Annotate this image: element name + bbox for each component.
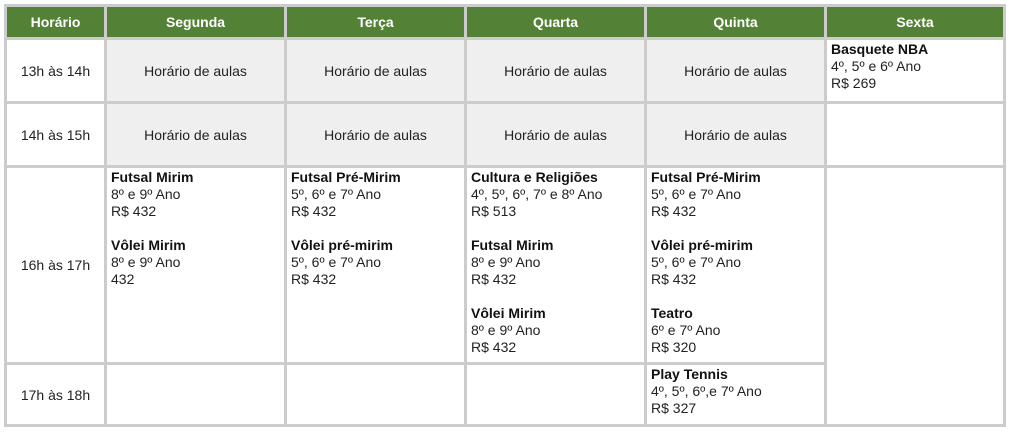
activity-price: R$ 327 [651,400,697,416]
schedule-row: 17h às 18h Play Tennis 4º, 5º, 6º,e 7º Ano… [4,362,1005,427]
activity-item: Basquete NBA 4º, 5º e 6º Ano R$ 269 [831,41,999,92]
activity-grades: 5º, 6º e 7º Ano [651,186,742,202]
activity-grades: 8º e 9º Ano [111,186,181,202]
column-header-quarta: Quarta [464,4,647,40]
class-period-cell: Horário de aulas [104,101,287,168]
activity-price: R$ 432 [651,203,697,219]
activity-price: R$ 269 [831,75,877,91]
activity-price: R$ 432 [111,203,157,219]
activity-item: Futsal Pré-Mirim 5º, 6º e 7º Ano R$ 432 [291,169,460,220]
activities-cell: Futsal Pré-Mirim 5º, 6º e 7º Ano R$ 432 Vôl… [644,165,827,365]
activity-grades: 8º e 9º Ano [471,254,541,270]
activity-price: R$ 432 [291,271,337,287]
activity-price: R$ 320 [651,339,697,355]
activity-price: R$ 513 [471,203,517,219]
activity-name: Vôlei pré-mirim [651,237,753,253]
activity-item: Cultura e Religiões 4º, 5º, 6º, 7º e 8º A… [471,169,640,220]
activities-cell: Futsal Pré-Mirim 5º, 6º e 7º Ano R$ 432 Vôl… [284,165,467,365]
activity-price: R$ 432 [651,271,697,287]
empty-cell [284,362,467,427]
activity-item: Vôlei Mirim 8º e 9º Ano R$ 432 [471,305,640,356]
class-period-cell: Horário de aulas [284,101,467,168]
activities-cell: Futsal Mirim 8º e 9º Ano R$ 432 Vôlei Mirim… [104,165,287,365]
activity-grades: 5º, 6º e 7º Ano [291,254,382,270]
empty-cell [464,362,647,427]
column-header-segunda: Segunda [104,4,287,40]
activity-name: Vôlei Mirim [471,305,546,321]
time-slot: 13h às 14h [4,37,107,104]
class-period-cell: Horário de aulas [644,101,827,168]
activity-name: Basquete NBA [831,41,929,57]
activity-name: Teatro [651,305,693,321]
header-row: Horário Segunda Terça Quarta Quinta Sexta [4,4,1006,40]
activity-grades: 5º, 6º e 7º Ano [651,254,742,270]
class-period-cell: Horário de aulas [644,37,827,104]
time-slot: 16h às 17h [4,165,107,365]
activities-cell: Cultura e Religiões 4º, 5º, 6º, 7º e 8º A… [464,165,647,365]
activity-grades: 4º, 5º, 6º,e 7º Ano [651,383,762,399]
activity-price: R$ 432 [291,203,337,219]
activity-name: Play Tennis [651,366,728,382]
class-period-cell: Horário de aulas [284,37,467,104]
activity-item: Vôlei Mirim 8º e 9º Ano 432 [111,237,280,288]
activity-item: Play Tennis 4º, 5º, 6º,e 7º Ano R$ 327 [651,366,820,417]
schedule-row: 14h às 15h Horário de aulas Horário de aul… [4,101,1006,168]
activity-name: Cultura e Religiões [471,169,598,185]
activity-name: Futsal Mirim [471,237,554,253]
activities-cell: Play Tennis 4º, 5º, 6º,e 7º Ano R$ 327 [644,362,827,427]
column-header-terça: Terça [284,4,467,40]
empty-cell [824,101,1006,168]
activity-item: Futsal Mirim 8º e 9º Ano R$ 432 [111,169,280,220]
time-slot: 17h às 18h [4,362,107,427]
empty-cell [824,165,1006,427]
class-period-cell: Horário de aulas [464,37,647,104]
activity-grades: 4º, 5º e 6º Ano [831,58,922,74]
activity-price: R$ 432 [471,271,517,287]
class-period-cell: Horário de aulas [464,101,647,168]
activity-item: Futsal Mirim 8º e 9º Ano R$ 432 [471,237,640,288]
activity-item: Futsal Pré-Mirim 5º, 6º e 7º Ano R$ 432 [651,169,820,220]
activity-name: Futsal Mirim [111,169,194,185]
column-header-quinta: Quinta [644,4,827,40]
schedule-row: 13h às 14h Horário de aulas Horário de aul… [4,37,1006,104]
activity-grades: 4º, 5º, 6º, 7º e 8º Ano [471,186,603,202]
time-slot: 14h às 15h [4,101,107,168]
activity-name: Futsal Pré-Mirim [651,169,761,185]
activity-grades: 8º e 9º Ano [471,322,541,338]
activity-grades: 6º e 7º Ano [651,322,721,338]
activity-name: Futsal Pré-Mirim [291,169,401,185]
activity-name: Vôlei Mirim [111,237,186,253]
activity-grades: 5º, 6º e 7º Ano [291,186,382,202]
class-period-cell: Horário de aulas [104,37,287,104]
activity-item: Vôlei pré-mirim 5º, 6º e 7º Ano R$ 432 [651,237,820,288]
activity-price: 432 [111,271,135,287]
column-header-sexta: Sexta [824,4,1006,40]
activity-name: Vôlei pré-mirim [291,237,393,253]
activity-price: R$ 432 [471,339,517,355]
empty-cell [104,362,287,427]
activity-grades: 8º e 9º Ano [111,254,181,270]
activity-item: Teatro 6º e 7º Ano R$ 320 [651,305,820,356]
schedule-table: Horário Segunda Terça Quarta Quinta Sexta 13h… [4,4,1006,427]
column-header-horario: Horário [4,4,107,40]
activities-cell: Basquete NBA 4º, 5º e 6º Ano R$ 269 [824,37,1006,104]
schedule-row: 16h às 17h Futsal Mirim 8º e 9º Ano R$ 432 V… [4,165,1006,427]
activity-item: Vôlei pré-mirim 5º, 6º e 7º Ano R$ 432 [291,237,460,288]
